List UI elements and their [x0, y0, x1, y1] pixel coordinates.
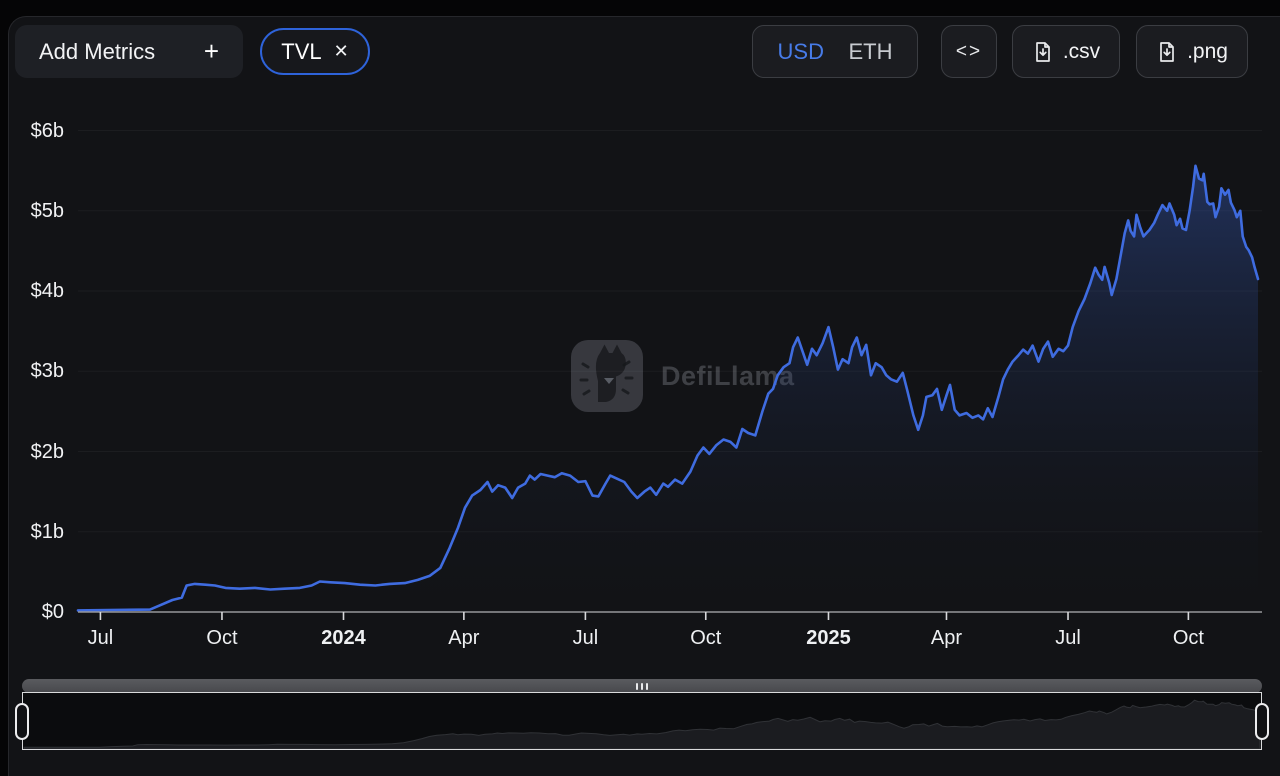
add-metrics-label: Add Metrics: [39, 38, 156, 64]
embed-code-button[interactable]: <>: [941, 25, 997, 78]
x-axis-tick-label: Oct: [206, 627, 238, 649]
x-axis-tick-label: Oct: [1172, 627, 1204, 649]
y-axis-tick-label: $2b: [30, 440, 64, 463]
y-axis-tick-label: $1b: [30, 520, 64, 543]
brush-right-handle[interactable]: [1255, 703, 1269, 740]
brush-mini-chart: [23, 699, 1261, 749]
download-png-button[interactable]: .png: [1136, 25, 1248, 78]
x-axis-tick-label: Jul: [572, 627, 599, 649]
x-axis-tick-label: 2024: [321, 627, 366, 649]
y-axis-tick-label: $6b: [30, 119, 64, 142]
y-axis-tick-label: $4b: [30, 280, 64, 302]
x-axis-tick-label: Jul: [87, 627, 114, 649]
x-axis-tick-label: Apr: [448, 627, 480, 649]
y-axis-tick-label: $0: [41, 601, 64, 623]
y-axis-tick-label: $5b: [30, 199, 64, 222]
file-download-icon: [1035, 41, 1050, 62]
currency-option-eth[interactable]: ETH: [848, 38, 893, 64]
x-axis-tick-label: Apr: [930, 627, 963, 649]
brush-selection-area[interactable]: [22, 692, 1262, 750]
currency-toggle[interactable]: USD ETH: [752, 25, 918, 78]
code-embed-icon: <>: [955, 40, 983, 62]
x-axis-tick-label: Jul: [1055, 627, 1081, 649]
brush-left-handle[interactable]: [15, 703, 29, 740]
x-axis-tick-label: 2025: [806, 627, 851, 649]
y-axis-tick-label: $3b: [30, 360, 64, 383]
brush-scroll-track[interactable]: [22, 679, 1262, 693]
metric-chip-tvl[interactable]: TVL ✕: [260, 28, 370, 75]
brush-mini-area: [23, 699, 1261, 749]
plus-icon: +: [203, 36, 219, 66]
file-download-icon: [1160, 41, 1174, 62]
close-icon[interactable]: ✕: [333, 41, 349, 61]
x-axis-tick-label: Oct: [690, 627, 722, 649]
png-label: .png: [1187, 39, 1228, 63]
add-metrics-button[interactable]: Add Metrics +: [15, 25, 243, 78]
brush-grip-icon: [636, 682, 638, 690]
csv-label: .csv: [1062, 39, 1101, 63]
download-csv-button[interactable]: .csv: [1012, 25, 1120, 78]
brush-grip-icon: [641, 682, 643, 690]
metric-chip-label: TVL: [281, 38, 322, 64]
currency-option-usd[interactable]: USD: [777, 38, 824, 64]
chart-panel: [8, 16, 1280, 776]
brush-grip-icon: [646, 682, 648, 690]
